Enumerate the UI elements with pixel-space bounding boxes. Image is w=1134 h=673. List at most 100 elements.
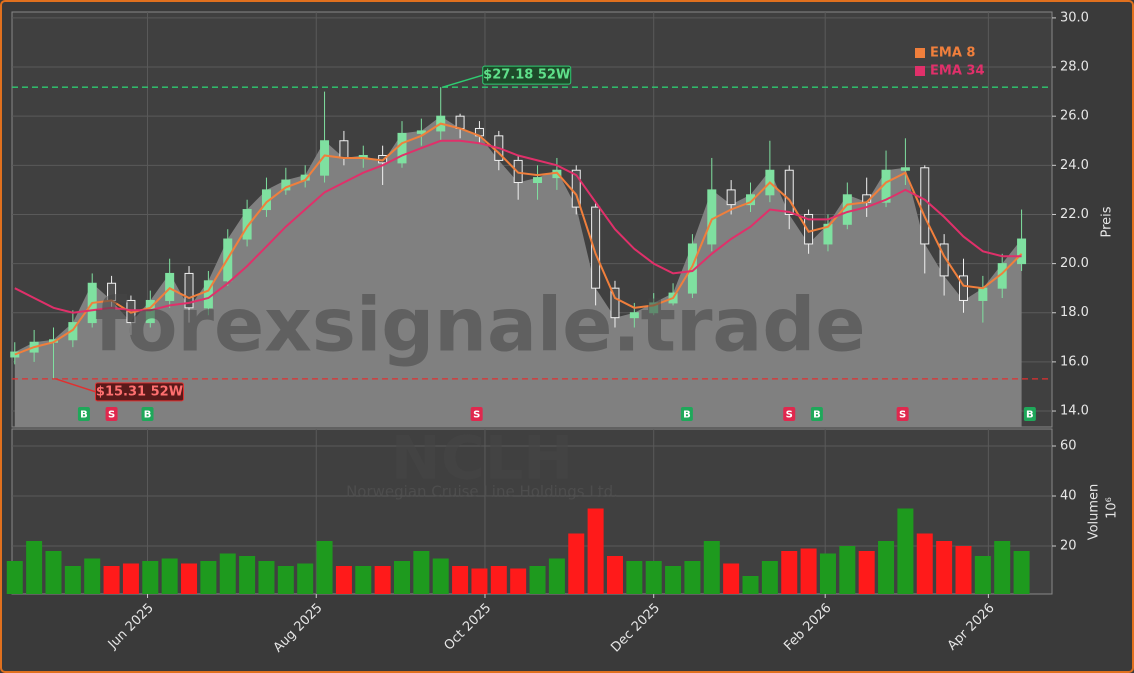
volume-bar <box>936 541 953 594</box>
ema-line <box>14 122 1023 356</box>
volume-bar <box>6 561 23 594</box>
symbol-watermark: NCLH <box>391 424 574 494</box>
legend-swatch <box>915 66 925 76</box>
volume-bar <box>413 551 430 594</box>
volume-bar <box>471 568 488 594</box>
volume-bar <box>994 541 1011 594</box>
volume-bar <box>878 541 895 594</box>
y-tick-label: 24.0 <box>1060 158 1089 173</box>
volume-bar <box>181 563 198 594</box>
signal-label: B <box>813 410 821 421</box>
signal-label: B <box>80 410 88 421</box>
volume-bar <box>316 541 333 594</box>
volume-bar <box>703 541 720 594</box>
volume-bar <box>103 566 120 594</box>
signal-badge <box>141 407 154 421</box>
signal-badge <box>810 407 823 421</box>
candle-body <box>649 302 659 314</box>
candle-body <box>184 272 194 309</box>
volume-bar <box>297 563 314 594</box>
volume-bar <box>587 508 604 594</box>
candle-body <box>455 115 465 129</box>
volume-bar <box>761 561 778 594</box>
y-tick-label: 28.0 <box>1060 60 1089 75</box>
y-tick-label: 22.0 <box>1060 207 1089 222</box>
volume-bar <box>626 561 643 594</box>
signal-label: B <box>1026 410 1034 421</box>
y-tick-label: 40 <box>1060 489 1077 504</box>
volume-bar <box>974 556 991 594</box>
signal-badge <box>1023 407 1036 421</box>
candle-body <box>804 213 814 245</box>
candle-body <box>242 209 252 240</box>
volume-bar <box>858 551 875 594</box>
candle-body <box>1017 238 1027 265</box>
signal-badge <box>680 407 693 421</box>
y-axis-label: Preis <box>1100 206 1115 237</box>
candle-body <box>610 287 620 319</box>
volume-bar <box>742 576 759 594</box>
candle-body <box>784 169 794 215</box>
signal-label: B <box>683 410 691 421</box>
volume-bar <box>200 561 217 594</box>
volume-bar <box>684 561 701 594</box>
candle-body <box>10 351 20 358</box>
volume-bar <box>1013 551 1030 594</box>
candle-body <box>397 132 407 164</box>
volume-bar <box>606 556 623 594</box>
volume-bar <box>355 566 372 594</box>
candle-body <box>591 206 601 289</box>
volume-bar <box>781 551 798 594</box>
candle-body <box>320 140 330 176</box>
volume-bar <box>161 558 178 594</box>
volume-bar <box>432 558 449 594</box>
y-tick-label: 14.0 <box>1060 404 1089 419</box>
volume-unit: 10⁶ <box>1105 497 1120 519</box>
volume-bar <box>897 508 914 594</box>
y-tick-label: 18.0 <box>1060 305 1089 320</box>
legend-label: EMA 8 <box>930 46 975 61</box>
annotation-arrow <box>55 378 96 393</box>
volume-bar <box>839 546 856 594</box>
ema-line <box>14 139 1022 314</box>
candle-body <box>920 167 930 245</box>
legend-swatch <box>915 48 925 58</box>
signal-badge <box>105 407 118 421</box>
volume-bar <box>955 546 972 594</box>
volume-bar <box>645 561 662 594</box>
signal-label: S <box>899 410 906 421</box>
legend-label: EMA 34 <box>930 64 985 79</box>
annotation-label: $15.31 52W <box>96 384 183 399</box>
candle-body <box>958 275 968 301</box>
candle-body <box>726 189 736 206</box>
y-tick-label: 20 <box>1060 539 1077 554</box>
annotation-box <box>94 382 184 402</box>
volume-bar <box>800 548 817 594</box>
volume-bar <box>452 566 469 594</box>
volume-bar <box>277 566 294 594</box>
candle-body <box>746 194 756 206</box>
volume-bar <box>510 568 527 594</box>
candle-body <box>165 272 175 301</box>
candle-body <box>533 177 543 184</box>
signal-label: S <box>108 410 115 421</box>
volume-bar <box>335 566 352 594</box>
y-tick-label: 26.0 <box>1060 109 1089 124</box>
candle-body <box>939 243 949 277</box>
volume-bar <box>394 561 410 594</box>
signal-badge <box>470 407 483 421</box>
volume-bar <box>122 563 139 594</box>
candle-body <box>842 194 852 225</box>
watermark: forexsignale.trade <box>94 283 865 369</box>
signal-label: B <box>144 410 152 421</box>
company-watermark: Norwegian Cruise Line Holdings Ltd. <box>346 483 618 501</box>
annotation-box <box>482 65 572 85</box>
volume-bar <box>916 533 933 594</box>
signal-badge <box>896 407 909 421</box>
volume-bar <box>490 566 507 594</box>
volume-bar <box>258 561 275 594</box>
volume-bar <box>568 533 585 594</box>
candle-body <box>339 140 349 159</box>
volume-bar <box>239 556 256 594</box>
